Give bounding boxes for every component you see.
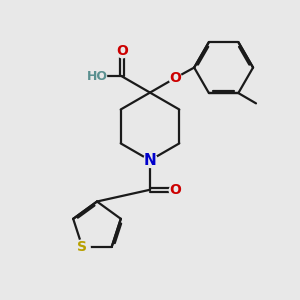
Text: HO: HO xyxy=(86,70,107,83)
Text: O: O xyxy=(169,71,181,85)
Text: O: O xyxy=(169,183,181,197)
Text: N: N xyxy=(144,153,156,168)
Text: S: S xyxy=(77,240,87,254)
Text: O: O xyxy=(116,44,128,58)
